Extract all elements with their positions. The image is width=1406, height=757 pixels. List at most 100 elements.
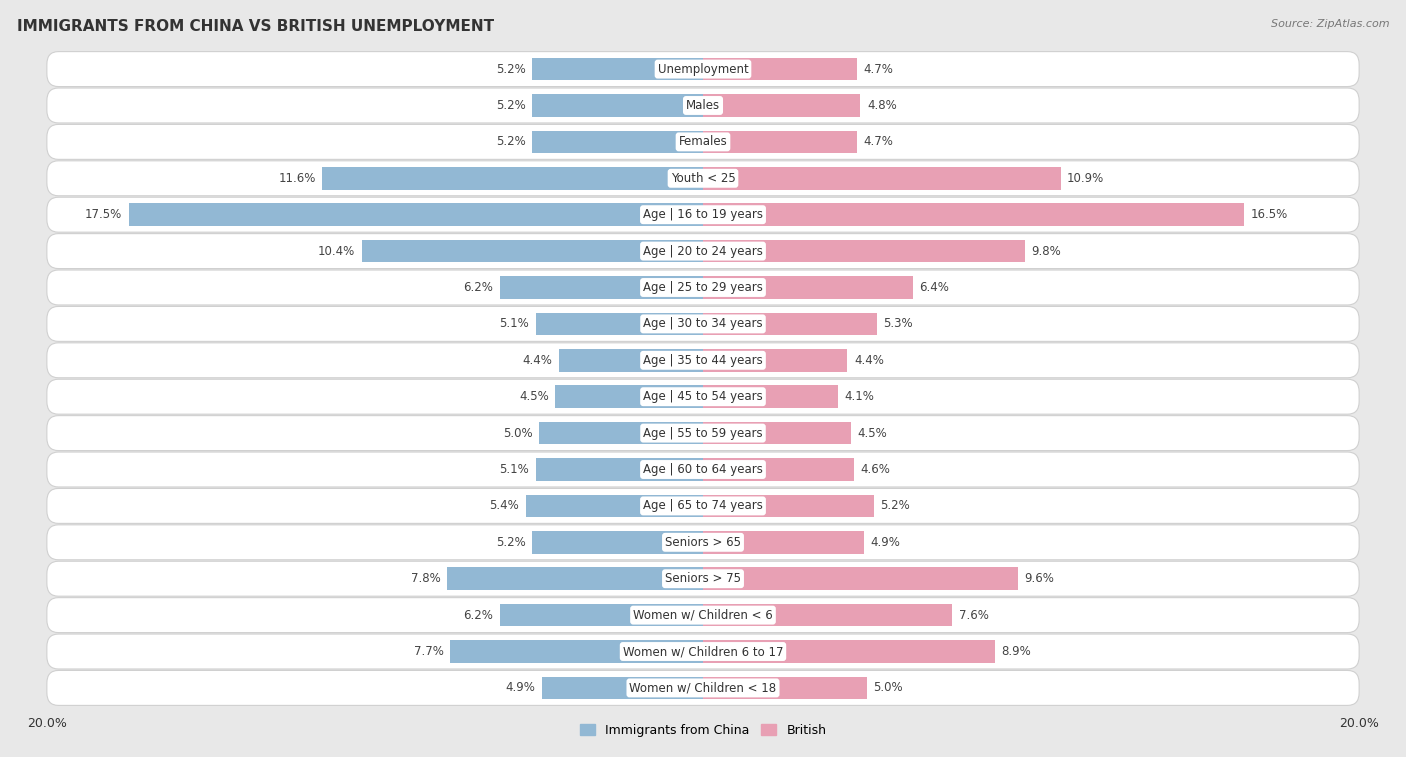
Text: 5.2%: 5.2% <box>496 99 526 112</box>
FancyBboxPatch shape <box>46 198 1360 232</box>
Text: Age | 25 to 29 years: Age | 25 to 29 years <box>643 281 763 294</box>
Text: 10.9%: 10.9% <box>1067 172 1104 185</box>
Text: 5.0%: 5.0% <box>503 427 533 440</box>
Bar <box>533 58 703 80</box>
Bar <box>703 313 877 335</box>
Text: 9.6%: 9.6% <box>1025 572 1054 585</box>
Text: Women w/ Children < 6: Women w/ Children < 6 <box>633 609 773 621</box>
FancyBboxPatch shape <box>46 452 1360 487</box>
Text: Youth < 25: Youth < 25 <box>671 172 735 185</box>
Text: 5.2%: 5.2% <box>496 136 526 148</box>
Bar <box>703 422 851 444</box>
Bar <box>543 677 703 699</box>
Text: Males: Males <box>686 99 720 112</box>
Bar <box>703 568 1018 590</box>
Text: Age | 30 to 34 years: Age | 30 to 34 years <box>643 317 763 330</box>
Bar <box>555 385 703 408</box>
Text: Age | 35 to 44 years: Age | 35 to 44 years <box>643 354 763 367</box>
Bar <box>703 58 858 80</box>
FancyBboxPatch shape <box>46 343 1360 378</box>
Text: 4.6%: 4.6% <box>860 463 890 476</box>
Bar <box>703 494 873 517</box>
Text: 4.5%: 4.5% <box>519 390 548 403</box>
Text: 4.4%: 4.4% <box>853 354 884 367</box>
Text: Women w/ Children < 18: Women w/ Children < 18 <box>630 681 776 694</box>
FancyBboxPatch shape <box>46 597 1360 633</box>
Bar <box>703 204 1244 226</box>
FancyBboxPatch shape <box>46 379 1360 414</box>
FancyBboxPatch shape <box>46 671 1360 706</box>
Text: 5.3%: 5.3% <box>883 317 912 330</box>
Text: 4.9%: 4.9% <box>870 536 900 549</box>
Bar <box>703 677 868 699</box>
Text: Age | 55 to 59 years: Age | 55 to 59 years <box>643 427 763 440</box>
Text: 9.8%: 9.8% <box>1031 245 1060 257</box>
Bar <box>499 604 703 626</box>
Text: 7.7%: 7.7% <box>413 645 444 658</box>
Text: 4.7%: 4.7% <box>863 136 894 148</box>
Bar <box>703 276 912 299</box>
Legend: Immigrants from China, British: Immigrants from China, British <box>575 719 831 742</box>
Text: 17.5%: 17.5% <box>86 208 122 221</box>
Bar <box>526 494 703 517</box>
Text: Seniors > 75: Seniors > 75 <box>665 572 741 585</box>
Bar <box>703 240 1025 263</box>
Bar <box>450 640 703 663</box>
Bar <box>533 94 703 117</box>
Bar <box>129 204 703 226</box>
Bar <box>703 94 860 117</box>
Text: 5.1%: 5.1% <box>499 317 529 330</box>
Bar <box>703 349 848 372</box>
FancyBboxPatch shape <box>46 525 1360 559</box>
FancyBboxPatch shape <box>46 488 1360 523</box>
FancyBboxPatch shape <box>46 51 1360 86</box>
Bar <box>703 385 838 408</box>
Bar <box>538 422 703 444</box>
FancyBboxPatch shape <box>46 270 1360 305</box>
Text: 4.7%: 4.7% <box>863 63 894 76</box>
Text: Females: Females <box>679 136 727 148</box>
FancyBboxPatch shape <box>46 88 1360 123</box>
Text: Age | 65 to 74 years: Age | 65 to 74 years <box>643 500 763 512</box>
Text: 8.9%: 8.9% <box>1001 645 1031 658</box>
Text: 11.6%: 11.6% <box>278 172 316 185</box>
Text: 7.8%: 7.8% <box>411 572 440 585</box>
Text: Age | 60 to 64 years: Age | 60 to 64 years <box>643 463 763 476</box>
Bar <box>703 167 1060 189</box>
Text: Age | 20 to 24 years: Age | 20 to 24 years <box>643 245 763 257</box>
Text: IMMIGRANTS FROM CHINA VS BRITISH UNEMPLOYMENT: IMMIGRANTS FROM CHINA VS BRITISH UNEMPLO… <box>17 19 494 34</box>
Text: Seniors > 65: Seniors > 65 <box>665 536 741 549</box>
Bar <box>536 458 703 481</box>
Text: 5.2%: 5.2% <box>880 500 910 512</box>
FancyBboxPatch shape <box>46 634 1360 669</box>
Bar <box>533 131 703 153</box>
Text: 6.2%: 6.2% <box>463 609 494 621</box>
FancyBboxPatch shape <box>46 416 1360 450</box>
Bar <box>322 167 703 189</box>
Text: 5.4%: 5.4% <box>489 500 519 512</box>
Text: Women w/ Children 6 to 17: Women w/ Children 6 to 17 <box>623 645 783 658</box>
Text: Age | 16 to 19 years: Age | 16 to 19 years <box>643 208 763 221</box>
Text: Unemployment: Unemployment <box>658 63 748 76</box>
Text: Source: ZipAtlas.com: Source: ZipAtlas.com <box>1271 19 1389 29</box>
Text: 7.6%: 7.6% <box>959 609 988 621</box>
Text: 10.4%: 10.4% <box>318 245 356 257</box>
Bar <box>447 568 703 590</box>
Text: Age | 45 to 54 years: Age | 45 to 54 years <box>643 390 763 403</box>
Bar <box>703 131 858 153</box>
Bar <box>703 458 853 481</box>
Bar <box>703 604 952 626</box>
Bar <box>703 640 995 663</box>
Text: 5.2%: 5.2% <box>496 63 526 76</box>
FancyBboxPatch shape <box>46 307 1360 341</box>
FancyBboxPatch shape <box>46 234 1360 269</box>
Text: 5.2%: 5.2% <box>496 536 526 549</box>
Bar <box>533 531 703 553</box>
Bar <box>703 531 863 553</box>
Text: 4.9%: 4.9% <box>506 681 536 694</box>
Text: 16.5%: 16.5% <box>1251 208 1288 221</box>
Text: 4.5%: 4.5% <box>858 427 887 440</box>
Text: 4.8%: 4.8% <box>868 99 897 112</box>
FancyBboxPatch shape <box>46 160 1360 196</box>
Text: 4.1%: 4.1% <box>844 390 875 403</box>
